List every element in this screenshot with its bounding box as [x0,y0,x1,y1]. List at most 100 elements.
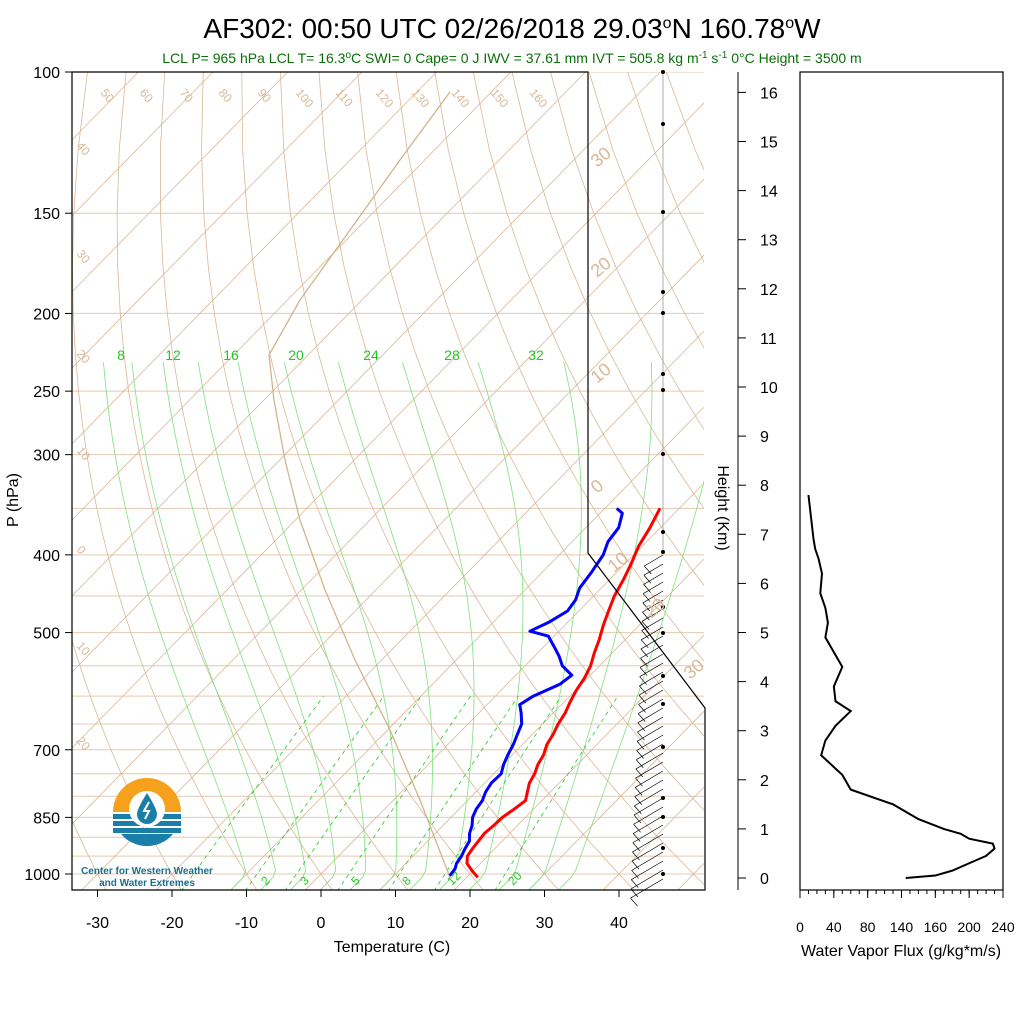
dry-adiabat-line [472,72,704,586]
temp-tick-label: 40 [610,915,628,932]
moist-adiabat-line [468,361,524,890]
wind-barb [642,581,664,594]
dry-adiabat-line [821,72,1024,891]
mixing-ratio-line [337,695,471,890]
wind-barb [634,788,664,807]
theta-label: 70 [177,86,197,105]
dry-adiabat-line [357,72,704,811]
wind-barb [634,779,664,797]
wind-barb-flag [643,574,652,584]
wind-calm-dot [661,702,665,706]
flux-tick-label: 160 [924,919,948,935]
wind-calm-dot [661,452,665,456]
wind-barb-flag [636,759,644,768]
wind-calm-dot [661,605,665,609]
y-axis-label: P (hPa) [5,473,22,527]
theta-label: 50 [98,86,118,105]
moist-adiabat-line [283,362,398,890]
moist-adiabat-line [402,361,475,890]
wind-barb [637,716,664,733]
wind-barb-flag [632,833,641,842]
moist-adiabat-label: 28 [444,347,460,363]
wind-calm-dot [661,745,665,749]
wind-calm-dot [661,530,665,534]
moist-adiabat-line [528,362,653,890]
wind-barb [631,851,664,871]
wind-barb [636,734,664,751]
dry-adiabat-line [511,72,704,510]
wind-barb [636,725,664,742]
isotherm-line [379,558,704,890]
wind-barb-flag [635,777,643,787]
isotherm-line [81,254,704,890]
wind-barb [634,770,664,788]
series-temperature [465,507,662,879]
isotherm-line [72,72,363,369]
wind-barb-flag [637,722,646,732]
isotherm-label-left: 40 [74,139,94,158]
dry-adiabat-line [116,72,333,890]
wind-barb [633,815,664,834]
height-tick-label: 1 [760,822,769,839]
wind-barb [630,878,664,899]
wind-barb-flag [633,814,642,824]
wind-calm-dot [661,290,665,294]
wind-barb-flag [644,565,652,575]
isotherm-line [155,330,704,890]
moist-adiabat-line [498,362,582,890]
wind-barb [639,653,664,668]
mixing-ratio-label: 2 [258,873,273,888]
wind-barb-flag [630,897,638,907]
wind-barb-flag [634,805,642,815]
theta-label: 120 [373,86,397,111]
dry-adiabat-line [705,72,1024,891]
dry-adiabat-line [627,72,704,263]
wind-barb [643,563,664,576]
mixing-ratio-line [388,695,519,890]
mixing-ratio-label: 5 [348,873,363,888]
wind-barb [639,662,664,678]
pressure-tick-label: 200 [33,306,60,323]
height-tick-label: 11 [760,331,777,348]
isotherm-line [751,72,1024,891]
isotherm-label-left: 30 [74,247,94,266]
height-tick-label: 2 [760,773,769,790]
wind-barb-flag [640,639,649,649]
wind-calm-dot [661,372,665,376]
height-tick-label: 7 [760,527,769,544]
wind-calm-dot [661,631,665,635]
wind-barbs [630,70,665,907]
flux-panel-frame [799,71,1004,891]
logo-text-line1: Center for Western Weather [81,866,213,877]
height-axis-label: Height (Km) [714,465,731,550]
dry-adiabat-line [279,72,635,890]
theta-label: 110 [333,86,356,110]
wind-barb-flag [639,685,647,695]
mixing-ratio-line [245,695,385,890]
wind-barb-flag [640,658,648,667]
wind-calm-dot [661,846,665,850]
isotherm-line [72,102,704,749]
height-tick-label: 16 [760,85,778,102]
height-tick-label: 5 [760,626,769,643]
theta-label: 130 [409,86,433,111]
temp-tick-label: 10 [387,915,405,932]
wind-barb-flag [639,667,648,676]
height-tick-label: 13 [760,233,778,250]
pressure-tick-label: 500 [33,626,60,643]
moist-adiabat-label: 16 [223,347,239,363]
wind-barb [636,743,664,761]
moist-adiabat-line [337,361,433,890]
wind-barb [638,698,664,714]
height-tick-label: 6 [760,576,769,593]
isotherm-line [72,72,586,597]
isotherm-label-right: 20 [641,594,669,622]
isotherm-label-left: 20 [74,734,94,753]
height-tick-label: 12 [760,282,778,299]
moist-adiabat-line [102,362,246,890]
pressure-tick-label: 1000 [24,867,60,884]
cw3e-logo: Center for Western Weather and Water Ext… [81,778,213,889]
wind-barb-flag [631,860,640,870]
